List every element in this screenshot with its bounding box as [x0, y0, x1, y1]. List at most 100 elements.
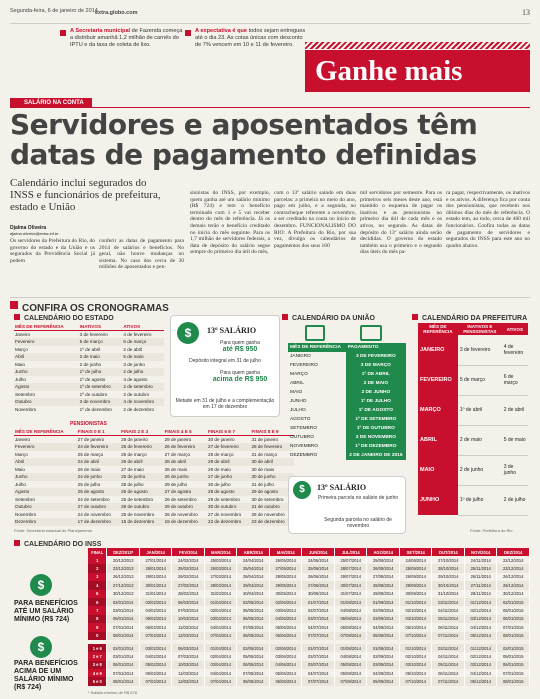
estado-source: Fonte: Secretaria estadual de Planejamen…	[14, 528, 93, 533]
table-row: Setembro 1º de outubro 2 de outubro	[15, 391, 150, 397]
table-row: 5 30/12/2013 31/01/2014 28/02/2014 31/03/201…	[88, 589, 530, 598]
table-row: 4 27/12/2013 30/01/2014 27/02/2014 28/03/201…	[88, 581, 530, 590]
divider	[10, 107, 530, 108]
table-row: FEVEREIRO 3 DE MARÇO	[288, 361, 406, 370]
highlight-1-text: de Fazenda começa a distribuir amanhã 1,…	[70, 28, 183, 49]
table-row: Novembro 24 de novembro 25 de novembro 26 d…	[15, 511, 285, 517]
prefeitura-source: Fonte: Prefeitura do Rio	[470, 528, 513, 533]
table-row: Março 1º de abril 2 de abril	[15, 346, 143, 352]
table-row: Abril 2 de maio 5 de maio	[14, 353, 164, 361]
money-icon: $	[177, 322, 199, 344]
body-col-6: ra pagar, respectivamente, os inativos e…	[446, 190, 530, 249]
money-icon: $	[293, 481, 311, 499]
body-col-4: com o 13º salário saindo em duas parcela…	[274, 190, 356, 249]
table-row: Abril 24 de abril 25 de abril 28 de abril 29…	[14, 458, 294, 466]
prefeitura-title: CALENDÁRIO DA PREFEITURA	[412, 314, 527, 322]
table-row: Novembro 1º de dezembro 2 de dezembro	[15, 406, 155, 412]
highlight-1-lead: A Secretaria municipal	[70, 28, 131, 34]
table-row: 2 23/12/2013 28/01/2014 25/02/2014 26/03/201…	[88, 564, 530, 573]
page-header: Segunda-feira, 6 de janeiro de 2014 extr…	[10, 8, 530, 24]
table-row: MARÇO 1º de abril 2 de abril	[418, 395, 528, 426]
bullet-icon	[60, 30, 66, 36]
marker-icon	[14, 314, 20, 320]
body-col-2: conferir as datas de pagamento para 2014…	[99, 238, 184, 271]
site-url: extra.globo.com	[95, 10, 138, 16]
table-row: MAIO 2 DE JUNHO	[288, 388, 406, 397]
table-row: 3 e 8 06/01/2014 05/02/2014 10/03/2014 03/04…	[88, 660, 530, 670]
table-row: 0 08/01/2014 07/02/2014 12/03/2014 07/04/201…	[88, 631, 530, 640]
table-row: Fevereiro 24 de fevereiro 25 de fevereiro 2…	[14, 443, 294, 451]
decimo-uniao-box: $ 13º SALÁRIO Primeira parcela no salári…	[288, 476, 406, 534]
byline: Djalma Oliveira djalma.oliveira@extra.in…	[10, 225, 59, 236]
table-row: 8 06/01/2014 05/02/2014 10/03/2014 03/04/201…	[88, 614, 530, 624]
table-row: Janeiro 3 de fevereiro 4 de fevereiro	[15, 332, 152, 337]
table-row: Agosto 25 de agosto 26 de agosto 27 de agos…	[14, 488, 294, 496]
estado-title: CALENDÁRIO DO ESTADO	[14, 314, 114, 322]
highlight-2-lead: A expectativa é que	[195, 28, 248, 34]
section-tag: SALÁRIO NA CONTA	[10, 98, 92, 108]
section-marker-icon	[10, 301, 18, 309]
table-row: 6 02/01/2014 03/02/2014 06/03/2014 01/04/201…	[88, 597, 530, 607]
table-row: ABRIL 2 DE MAIO	[288, 379, 406, 388]
body-col-3: sionistas do INSS, por exemplo, quem gan…	[190, 190, 270, 256]
decimo-estado-box: $ 13º SALÁRIO Para quem ganha até R$ 950 …	[170, 315, 280, 417]
section-title: CONFIRA OS CRONOGRAMAS	[10, 297, 530, 314]
subheadline: Calendário inclui segurados do INSS e fu…	[10, 177, 161, 213]
table-row: NOVEMBRO 1º DE DEZEMBRO	[288, 442, 406, 451]
table-row: 4 e 9 07/01/2014 06/02/2014 11/03/2014 04/04…	[88, 669, 530, 678]
headline: Servidores e aposentados têm datas de pa…	[10, 108, 478, 171]
table-row: Junho 1º de julho 2 de julho	[14, 368, 164, 376]
table-row: Fevereiro 5 de março 6 de março	[14, 338, 164, 346]
wallet-icon	[360, 325, 382, 341]
money-icon: $	[30, 636, 52, 658]
table-row: 5 e 0 08/01/2014 07/02/2014 12/03/2014 07/04…	[88, 677, 530, 686]
byline-name: Djalma Oliveira	[10, 225, 47, 231]
table-row: JUNHO 1º DE JULHO	[288, 397, 406, 406]
uniao-table: MÊS DE REFERÊNCIA PAGAMENTO JANEIRO 3 DE …	[288, 343, 406, 460]
table-row: 1 e 6 02/01/2014 03/02/2014 06/03/2014 01/04…	[88, 643, 530, 653]
table-row: Dezembro 17 de dezembro 15 de dezembro 19 d…	[14, 518, 294, 526]
brand-stripes	[305, 42, 530, 49]
table-row: Agosto 1º de setembro 2 de setembro	[14, 383, 164, 391]
inss-table: FINAL DEZ/2013* JAN/2014 FEV/2014 MAR/2014 AB…	[88, 548, 530, 686]
table-row: Maio 2 de junho 3 de junho	[15, 361, 145, 367]
table-row: ABRIL 2 de maio 5 de maio	[418, 425, 528, 456]
decimo-uniao-title: 13º SALÁRIO	[317, 483, 367, 492]
inss-group1-label: PARA BENEFÍCIOS ATÉ UM SALÁRIO MÍNIMO (R…	[14, 600, 78, 623]
body-col-5: mil servidores por semestre. Para os pri…	[360, 190, 442, 256]
table-row: MAIO 2 de junho 3 de junho	[418, 455, 528, 486]
body-col-1: Os servidores da Prefeitura do Rio, do g…	[10, 238, 95, 264]
table-row: DEZEMBRO 2 DE JANEIRO DE 2015	[288, 451, 406, 460]
table-row: Outubro 3 de novembro 4 de novembro	[14, 398, 164, 406]
money-icon: $	[30, 574, 52, 596]
pensionistas-table: MÊS DE REFERÊNCIA FINAIS 0 E 1 FINAIS 2 …	[14, 428, 294, 526]
decimo-estado-title: 13º SALÁRIO	[207, 326, 257, 335]
table-row: MARÇO 1º DE ABRIL	[288, 370, 406, 379]
marker-icon	[14, 540, 20, 546]
marker-icon	[412, 314, 418, 320]
table-row: OUTUBRO 3 DE NOVEMBRO	[288, 433, 406, 442]
table-row: Julho 1º de agosto 4 de agosto	[15, 376, 148, 382]
table-row: Julho 25 de julho 28 de julho 29 de julho 30…	[15, 481, 274, 487]
marker-icon	[282, 314, 288, 320]
uniao-title: CALENDÁRIO DA UNIÃO	[282, 314, 375, 322]
table-row: SETEMBRO 1º DE OUTUBRO	[288, 424, 406, 433]
table-row: Setembro 24 de setembro 25 de setembro 26 d…	[15, 496, 284, 502]
table-row: 1 20/12/2013 27/01/2014 24/02/2014 25/03/201…	[88, 556, 530, 565]
table-row: 7 03/01/2014 04/02/2014 07/03/2014 02/04/201…	[88, 606, 530, 615]
estado-table: MÊS DE REFERÊNCIA INATIVOS ATIVOS Janeir…	[14, 323, 164, 413]
table-row: Junho 24 de junho 25 de junho 26 de junho 27…	[14, 473, 294, 481]
table-row: 2 e 7 03/01/2014 04/02/2014 07/03/2014 02/04…	[88, 652, 530, 661]
section-brand: Ganhe mais	[305, 50, 530, 92]
table-row: Janeiro 27 de janeiro 28 de janeiro 29 de j…	[15, 437, 279, 442]
inss-footnote: * Salário mínimo de R$ 678	[88, 690, 137, 695]
table-row: FEVEREIRO 5 de março 6 de março	[418, 365, 528, 396]
page-date: Segunda-feira, 6 de janeiro de 2014	[10, 8, 98, 14]
table-row: JULHO 1º DE AGOSTO	[288, 406, 406, 415]
table-row: Março 25 de março 26 de março 27 de março 28…	[15, 451, 278, 457]
table-row: JANEIRO 3 de fevereiro 4 de fevereiro	[418, 335, 528, 366]
bullet-icon	[185, 30, 191, 36]
highlight-2-text: todos sejam entregues até o dia 23. As c…	[195, 28, 306, 49]
table-spacer	[88, 639, 530, 644]
pensionistas-title: PENSIONISTAS	[70, 421, 107, 427]
